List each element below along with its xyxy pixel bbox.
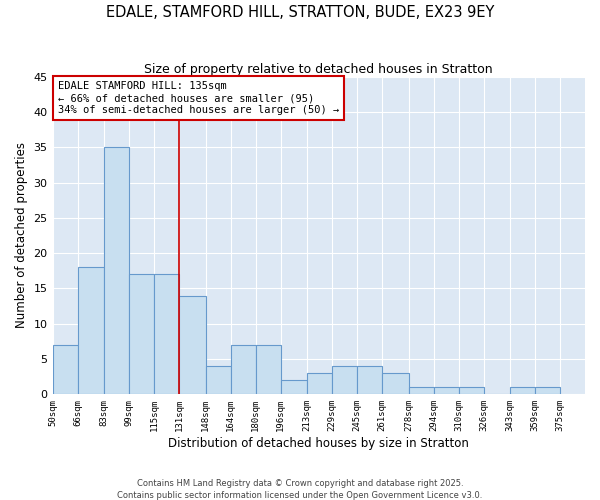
Bar: [53, 345, 77, 395]
Y-axis label: Number of detached properties: Number of detached properties: [15, 142, 28, 328]
Bar: [256, 345, 281, 395]
Text: EDALE, STAMFORD HILL, STRATTON, BUDE, EX23 9EY: EDALE, STAMFORD HILL, STRATTON, BUDE, EX…: [106, 5, 494, 20]
Text: Contains HM Land Registry data © Crown copyright and database right 2025.
Contai: Contains HM Land Registry data © Crown c…: [118, 478, 482, 500]
Bar: [409, 388, 434, 394]
Title: Size of property relative to detached houses in Stratton: Size of property relative to detached ho…: [145, 62, 493, 76]
Bar: [230, 345, 256, 395]
Bar: [129, 274, 154, 394]
Bar: [382, 373, 409, 394]
Bar: [104, 148, 129, 394]
Bar: [206, 366, 230, 394]
Text: EDALE STAMFORD HILL: 135sqm
← 66% of detached houses are smaller (95)
34% of sem: EDALE STAMFORD HILL: 135sqm ← 66% of det…: [58, 82, 339, 114]
Bar: [154, 274, 179, 394]
Bar: [510, 388, 535, 394]
Bar: [77, 268, 104, 394]
Bar: [458, 388, 484, 394]
Bar: [179, 296, 206, 394]
Bar: [281, 380, 307, 394]
Bar: [535, 388, 560, 394]
Bar: [434, 388, 458, 394]
Bar: [332, 366, 357, 394]
Bar: [357, 366, 382, 394]
X-axis label: Distribution of detached houses by size in Stratton: Distribution of detached houses by size …: [169, 437, 469, 450]
Bar: [307, 373, 332, 394]
